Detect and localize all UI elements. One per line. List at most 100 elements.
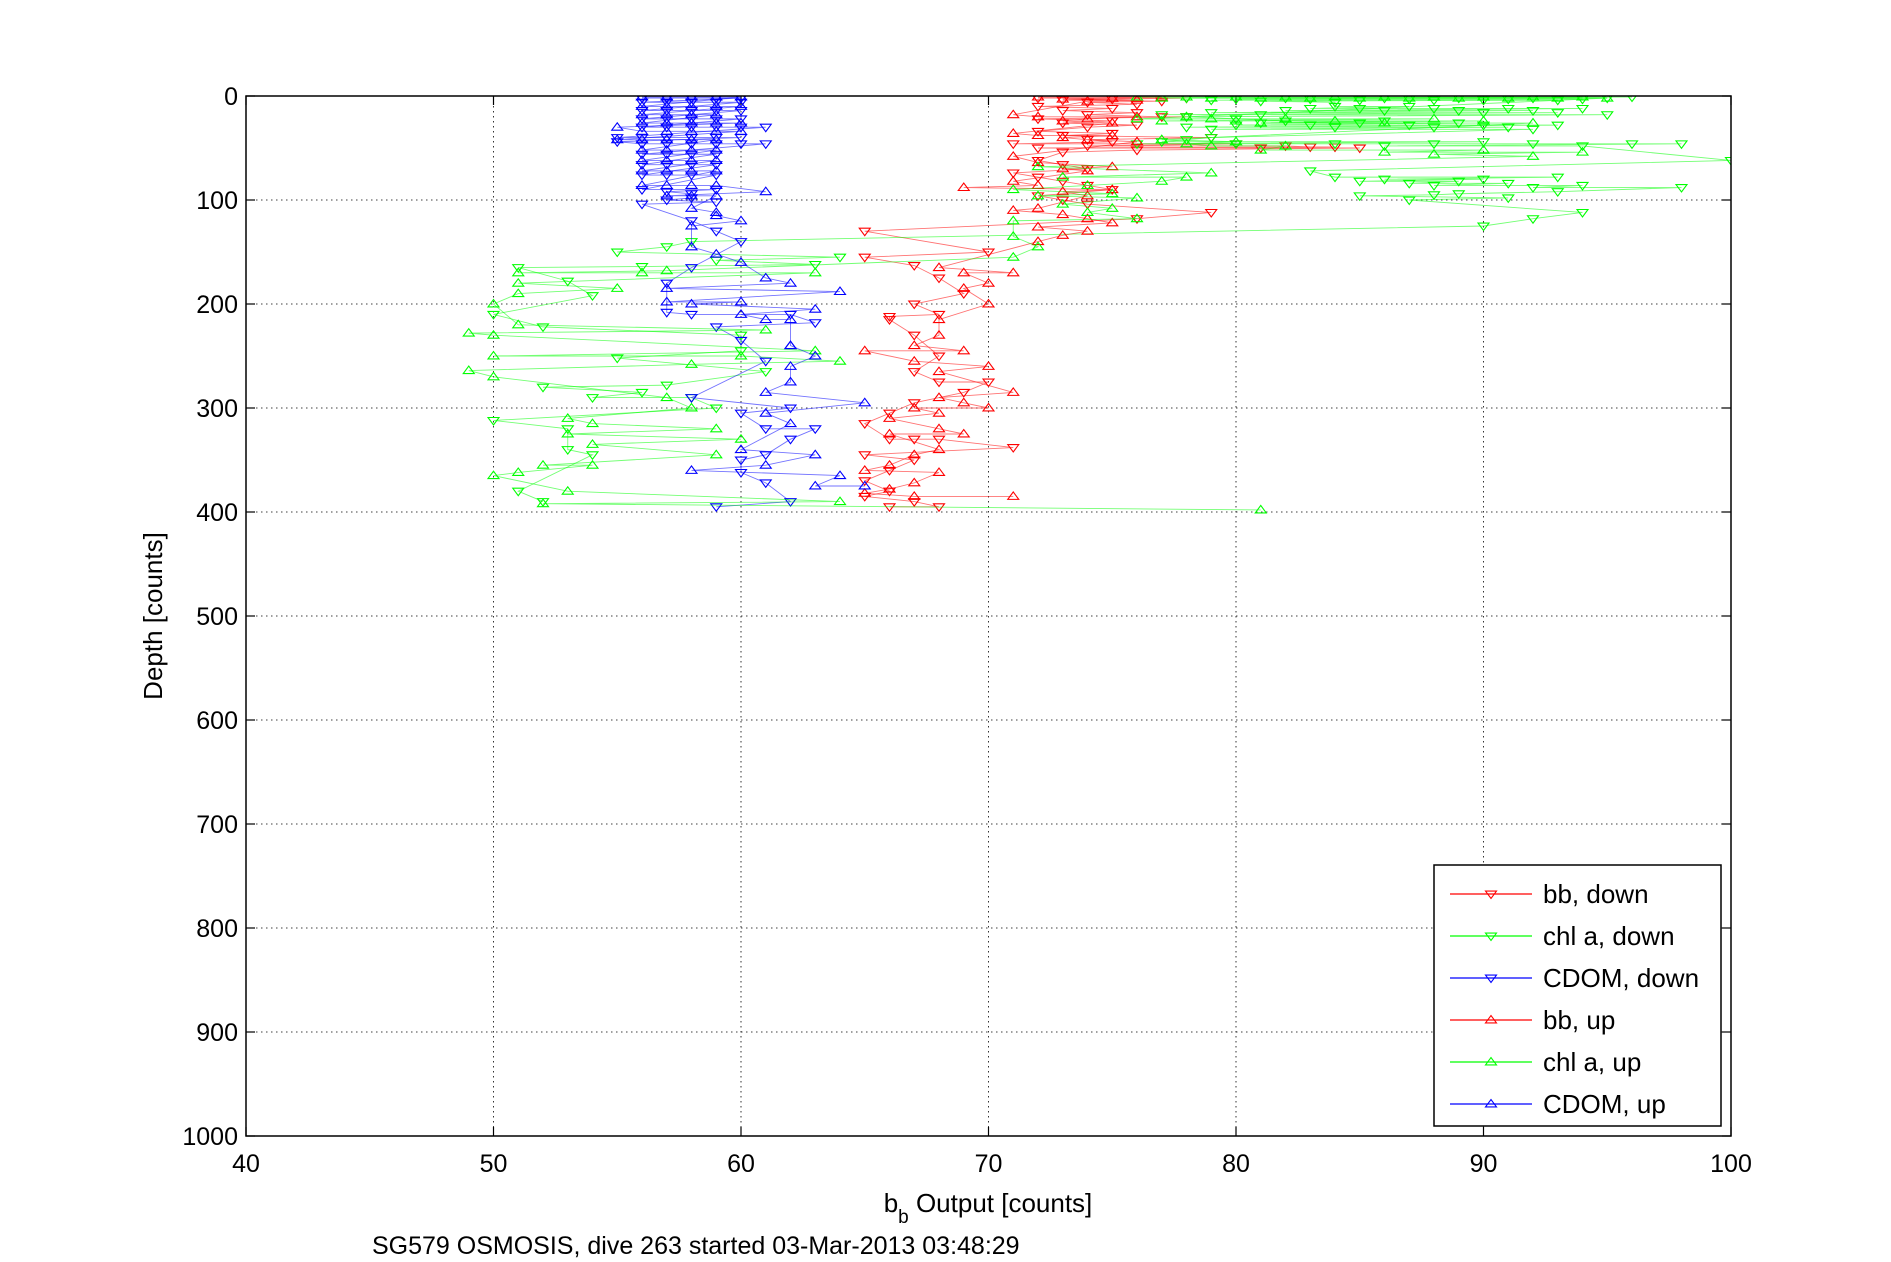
data-point <box>1006 205 1020 214</box>
data-point <box>1006 267 1020 277</box>
data-point <box>1032 96 1044 104</box>
data-point <box>684 144 699 154</box>
data-point <box>1031 190 1045 200</box>
data-point <box>1180 96 1193 104</box>
data-point <box>585 451 600 461</box>
y-tick-label: 800 <box>196 915 238 943</box>
data-point <box>684 180 699 189</box>
data-point <box>635 186 649 195</box>
data-point <box>858 397 872 407</box>
data-point <box>709 423 723 433</box>
data-point <box>684 115 699 125</box>
legend-label: chl a, up <box>1543 1047 1641 1077</box>
data-point <box>635 161 649 171</box>
data-point <box>1080 165 1095 175</box>
data-point <box>1006 251 1020 261</box>
data-point <box>759 324 773 334</box>
data-point <box>585 439 600 448</box>
y-tick-label: 700 <box>196 811 238 839</box>
data-point <box>511 277 525 287</box>
data-point <box>660 171 674 181</box>
data-point <box>1501 104 1515 114</box>
data-point <box>759 407 773 417</box>
data-point <box>1278 113 1293 123</box>
data-point <box>907 399 921 409</box>
data-point <box>709 190 723 200</box>
data-point <box>1303 167 1317 177</box>
data-point <box>660 180 674 189</box>
legend-marker <box>1484 890 1498 900</box>
data-point <box>1031 192 1045 202</box>
data-point <box>759 451 773 461</box>
data-point <box>1229 115 1243 125</box>
data-point <box>734 107 748 116</box>
data-point <box>709 144 723 154</box>
data-point <box>907 491 921 500</box>
data-point <box>536 498 550 508</box>
data-point <box>783 404 798 414</box>
data-point <box>1427 191 1441 201</box>
legend-label: chl a, down <box>1543 921 1675 951</box>
data-point <box>981 402 996 412</box>
x-tick-label: 40 <box>232 1150 260 1178</box>
data-point <box>1303 96 1317 102</box>
data-point <box>858 465 872 474</box>
data-point <box>1006 184 1020 194</box>
data-point <box>932 444 946 454</box>
data-point <box>709 134 723 144</box>
data-point <box>907 435 921 445</box>
data-point <box>709 165 723 175</box>
x-axis-ticks: 40 50 60 70 80 90 100 <box>232 96 1752 1178</box>
data-point <box>635 107 649 116</box>
data-point <box>1501 194 1515 204</box>
legend-item: bb, up <box>1450 1005 1615 1035</box>
data-point <box>709 161 723 171</box>
data-point <box>1453 96 1465 104</box>
data-point <box>783 376 798 386</box>
data-point <box>1452 177 1466 187</box>
y-tick-label: 300 <box>196 395 238 423</box>
data-point <box>660 165 674 175</box>
legend-label: CDOM, up <box>1543 1089 1666 1119</box>
data-point <box>932 378 946 388</box>
x-tick-label: 80 <box>1222 1150 1250 1178</box>
data-point <box>808 425 822 435</box>
data-point <box>734 336 748 346</box>
data-point <box>1006 231 1020 240</box>
data-point <box>1279 96 1292 104</box>
data-point <box>1031 157 1045 167</box>
data-point <box>1328 173 1342 183</box>
data-point <box>858 253 872 263</box>
legend-marker <box>1484 974 1498 984</box>
data-point <box>1402 96 1416 102</box>
data-point <box>610 134 624 144</box>
data-point <box>1427 148 1441 158</box>
data-point <box>783 277 798 287</box>
data-point <box>932 392 946 402</box>
data-point <box>1179 138 1194 148</box>
data-point <box>1130 213 1144 223</box>
data-point <box>1031 221 1045 231</box>
data-point <box>734 409 748 419</box>
series-4 <box>462 96 1614 514</box>
data-point <box>1056 198 1070 208</box>
data-point <box>734 215 748 225</box>
data-point <box>684 150 699 160</box>
data-point <box>635 171 649 181</box>
series-line <box>468 96 1608 511</box>
data-point <box>1229 121 1243 131</box>
data-point <box>511 288 525 298</box>
data-point <box>635 98 649 108</box>
data-point <box>1080 190 1095 200</box>
data-point <box>907 300 921 310</box>
y-tick-label: 500 <box>196 603 238 631</box>
data-point <box>1476 138 1491 148</box>
data-point <box>1427 181 1441 191</box>
data-point <box>1254 504 1268 514</box>
data-point <box>684 190 699 200</box>
data-point <box>1155 175 1169 185</box>
x-axis-label: bb Output [counts] <box>884 1188 1093 1228</box>
data-point <box>660 308 674 318</box>
data-point <box>1353 177 1367 187</box>
data-point <box>1402 179 1416 189</box>
